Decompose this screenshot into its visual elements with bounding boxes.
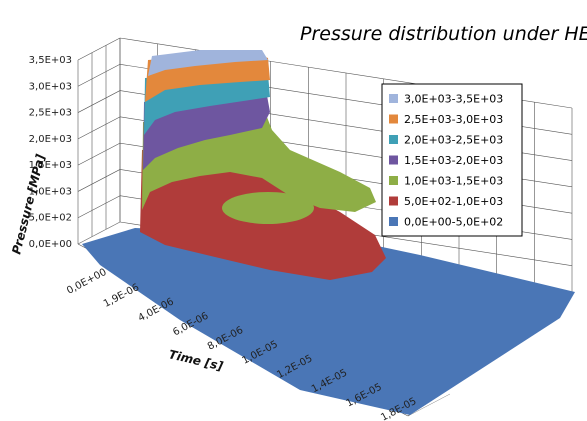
legend-label-5: 5,0E+02-1,0E+03 bbox=[404, 195, 503, 208]
legend-box bbox=[381, 83, 523, 237]
z-tick-label-6: 3,0E+03 bbox=[29, 81, 72, 92]
band-2000-2500 bbox=[144, 74, 270, 135]
legend-label-6: 0,0E+00-5,0E+02 bbox=[404, 216, 503, 229]
x-tick-label-0: 0,0E+00 bbox=[65, 267, 108, 297]
z-tick-label-0: 0,0E+00 bbox=[29, 239, 72, 250]
legend-swatch-6 bbox=[389, 217, 398, 226]
x-tick-label-1: 1,9E-06 bbox=[102, 282, 141, 310]
z-tick-label-3: 1,5E+03 bbox=[29, 160, 72, 171]
grid-line-left-7 bbox=[77, 37, 121, 61]
band-0-500 bbox=[82, 228, 575, 415]
x-axis-label: Time [s] bbox=[167, 347, 224, 373]
legend-swatch-4 bbox=[389, 176, 398, 185]
legend-label-1: 2,5E+03-3,0E+03 bbox=[404, 113, 503, 126]
legend-label-2: 2,0E+03-2,5E+03 bbox=[404, 134, 503, 147]
z-tick-label-1: 5,0E+02 bbox=[29, 213, 72, 224]
legend-label-0: 3,0E+03-3,5E+03 bbox=[404, 93, 503, 106]
grid-line-floor-9 bbox=[407, 393, 451, 417]
legend: 3,0E+03-3,5E+03 2,5E+03-3,0E+03 2,0E+03-2,… bbox=[381, 83, 523, 237]
grid-line-left-1 bbox=[77, 195, 121, 218]
legend-swatch-1 bbox=[389, 114, 398, 124]
grid-line-left-4 bbox=[77, 116, 121, 140]
legend-label-3: 1,5E+03-2,0E+03 bbox=[404, 154, 503, 167]
legend-swatch-5 bbox=[389, 196, 398, 206]
legend-label-4: 1,0E+03-1,5E+03 bbox=[404, 175, 503, 188]
band-1000-1500-island bbox=[222, 192, 314, 224]
z-tick-label-4: 2,0E+03 bbox=[29, 134, 72, 145]
grid-line-left-3 bbox=[77, 142, 121, 166]
band-3000-3500 bbox=[148, 50, 268, 76]
chart-title: Pressure distribution under HE bbox=[300, 23, 587, 45]
z-axis-ticks: 0,0E+00 5,0E+02 1,0E+03 1,5E+03 2,0E+03 2,5E+… bbox=[29, 55, 72, 250]
legend-swatch-3 bbox=[389, 155, 398, 165]
legend-swatch-2 bbox=[389, 135, 398, 144]
grid-line-left-5 bbox=[77, 90, 121, 113]
z-tick-label-2: 1,0E+03 bbox=[29, 186, 72, 197]
z-tick-label-7: 3,5E+03 bbox=[29, 55, 72, 66]
z-tick-label-5: 2,5E+03 bbox=[29, 108, 72, 119]
legend-swatch-0 bbox=[389, 94, 398, 103]
grid-line-left-2 bbox=[77, 169, 121, 192]
pressure-surface bbox=[82, 50, 575, 415]
grid-line-left-6 bbox=[77, 64, 121, 87]
grid-line-floor-0 bbox=[77, 221, 121, 245]
